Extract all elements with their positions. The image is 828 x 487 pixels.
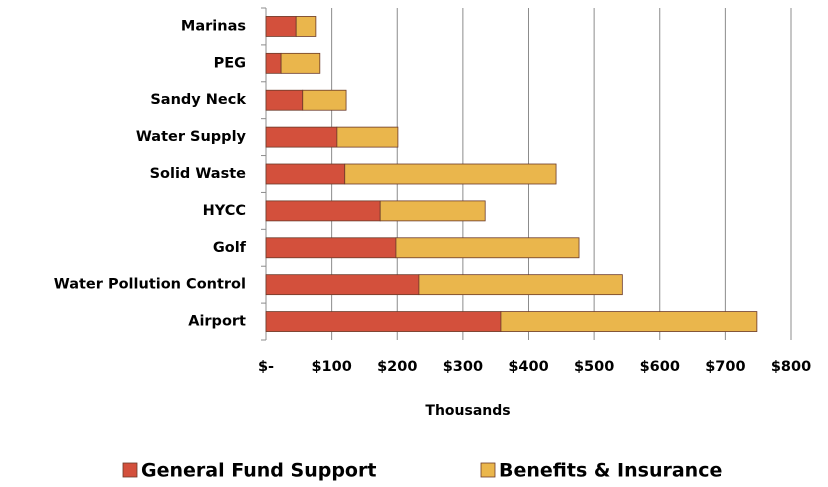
bar-segment [295, 16, 317, 37]
y-tick-label: Marinas [181, 18, 246, 34]
bar-segment [265, 16, 297, 37]
bar-segment [302, 89, 347, 111]
y-tick-label: Golf [213, 240, 247, 256]
bar-segment [344, 163, 557, 185]
x-tick-label: $200 [377, 359, 417, 375]
y-tick-label: HYCC [203, 203, 246, 219]
legend-swatch [122, 462, 138, 478]
bar-segment [265, 274, 420, 296]
bar-segment [265, 237, 397, 259]
bar-segment [379, 200, 486, 222]
x-tick-label: $700 [705, 359, 745, 375]
x-tick-label: $400 [508, 359, 548, 375]
bar-segment [265, 89, 304, 111]
x-tick-label: $- [258, 359, 274, 375]
bar-segment [265, 200, 381, 222]
y-tick-label: Sandy Neck [150, 92, 246, 108]
y-tick-label: Water Supply [136, 129, 247, 145]
x-tick-label: $800 [771, 359, 811, 375]
bar-segment [395, 237, 580, 259]
bar-segment [265, 126, 338, 148]
x-tick-label: $100 [311, 359, 351, 375]
y-tick-label: Water Pollution Control [54, 277, 246, 293]
legend-label: General Fund Support [141, 460, 376, 482]
bar-segment [265, 163, 346, 185]
y-tick-label: Solid Waste [150, 166, 247, 182]
bar-segment [500, 311, 758, 332]
bar-segment [265, 311, 502, 332]
x-axis-title: Thousands [425, 403, 510, 419]
x-tick-label: $500 [574, 359, 614, 375]
legend-label: Benefits & Insurance [499, 460, 722, 482]
bar-segment [418, 274, 623, 296]
legend-swatch [480, 462, 496, 478]
y-tick-label: PEG [214, 55, 246, 71]
y-tick-label: Airport [188, 314, 246, 330]
bar-segment [280, 52, 321, 74]
x-tick-label: $300 [443, 359, 483, 375]
x-tick-label: $600 [640, 359, 680, 375]
bar-segment [336, 126, 399, 148]
bar-segment [265, 52, 282, 74]
